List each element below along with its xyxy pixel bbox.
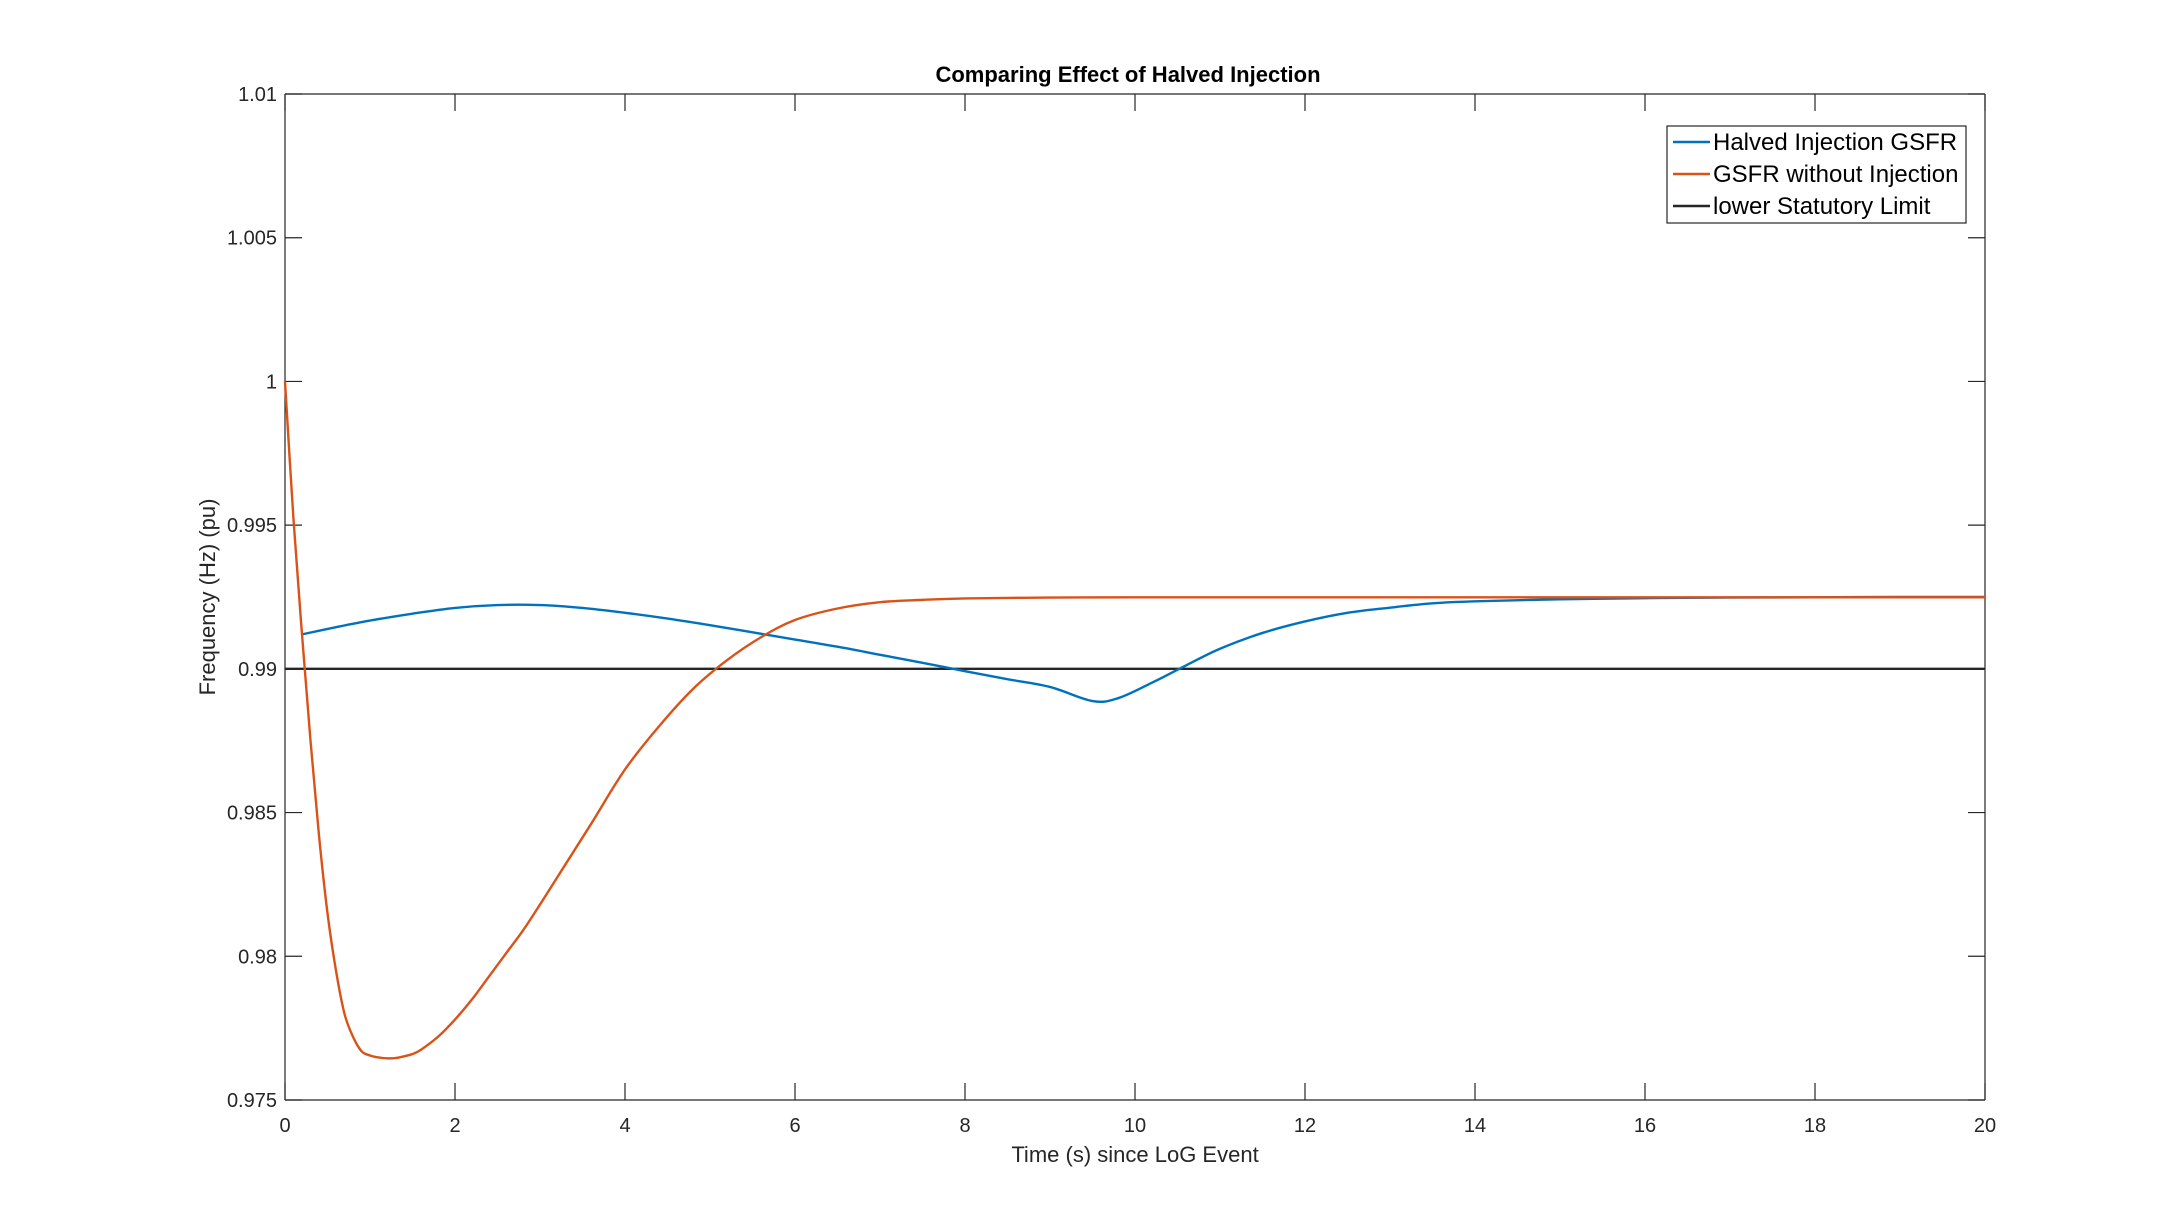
series-line-gsfr-without-injection [283,381,1985,1060]
y-tick-label: 1.005 [227,228,277,250]
y-axis-label: Frequency (Hz) (pu) [195,499,220,696]
legend-box [1666,125,1967,224]
legend-label-gsfr-without-injection: GSFR without Injection [1713,161,1958,188]
legend-items: Halved Injection GSFR GSFR without Inject… [1673,129,1958,220]
x-tick-label: 2 [449,1115,460,1137]
y-tick-label: 1 [266,371,277,393]
y-tick-label: 0.985 [227,803,277,825]
x-tick-label: 4 [619,1115,630,1137]
x-tick-label: 8 [959,1115,970,1137]
legend-label-halved-injection-gsfr: Halved Injection GSFR [1713,129,1957,156]
x-tick-label: 14 [1464,1115,1486,1137]
x-tick-label: 16 [1634,1115,1656,1137]
x-tick-label: 20 [1974,1115,1996,1137]
legend-label-lower-statutory-limit: lower Statutory Limit [1713,193,1931,220]
y-tick-label: 0.975 [227,1090,277,1112]
series-group [283,381,1986,1060]
x-axis-label: Time (s) since LoG Event [1011,1142,1258,1167]
x-tick-label: 6 [789,1115,800,1137]
x-tick-label: 12 [1294,1115,1316,1137]
x-tick-label: 10 [1124,1115,1146,1137]
y-tick-label: 0.99 [238,659,277,681]
x-tick-label: 0 [279,1115,290,1137]
series-line-halved-injection-gsfr [301,595,1986,704]
x-tick-label: 18 [1804,1115,1826,1137]
y-tick-label: 0.995 [227,515,277,537]
y-tick-label: 0.98 [238,946,277,968]
y-tick-label: 1.01 [238,84,277,106]
chart-title: Comparing Effect of Halved Injection [935,62,1320,87]
x-ticks: 0 2 4 6 8 10 12 14 16 18 20 [279,94,1996,1137]
legend: Halved Injection GSFR GSFR without Inject… [1666,125,1967,224]
